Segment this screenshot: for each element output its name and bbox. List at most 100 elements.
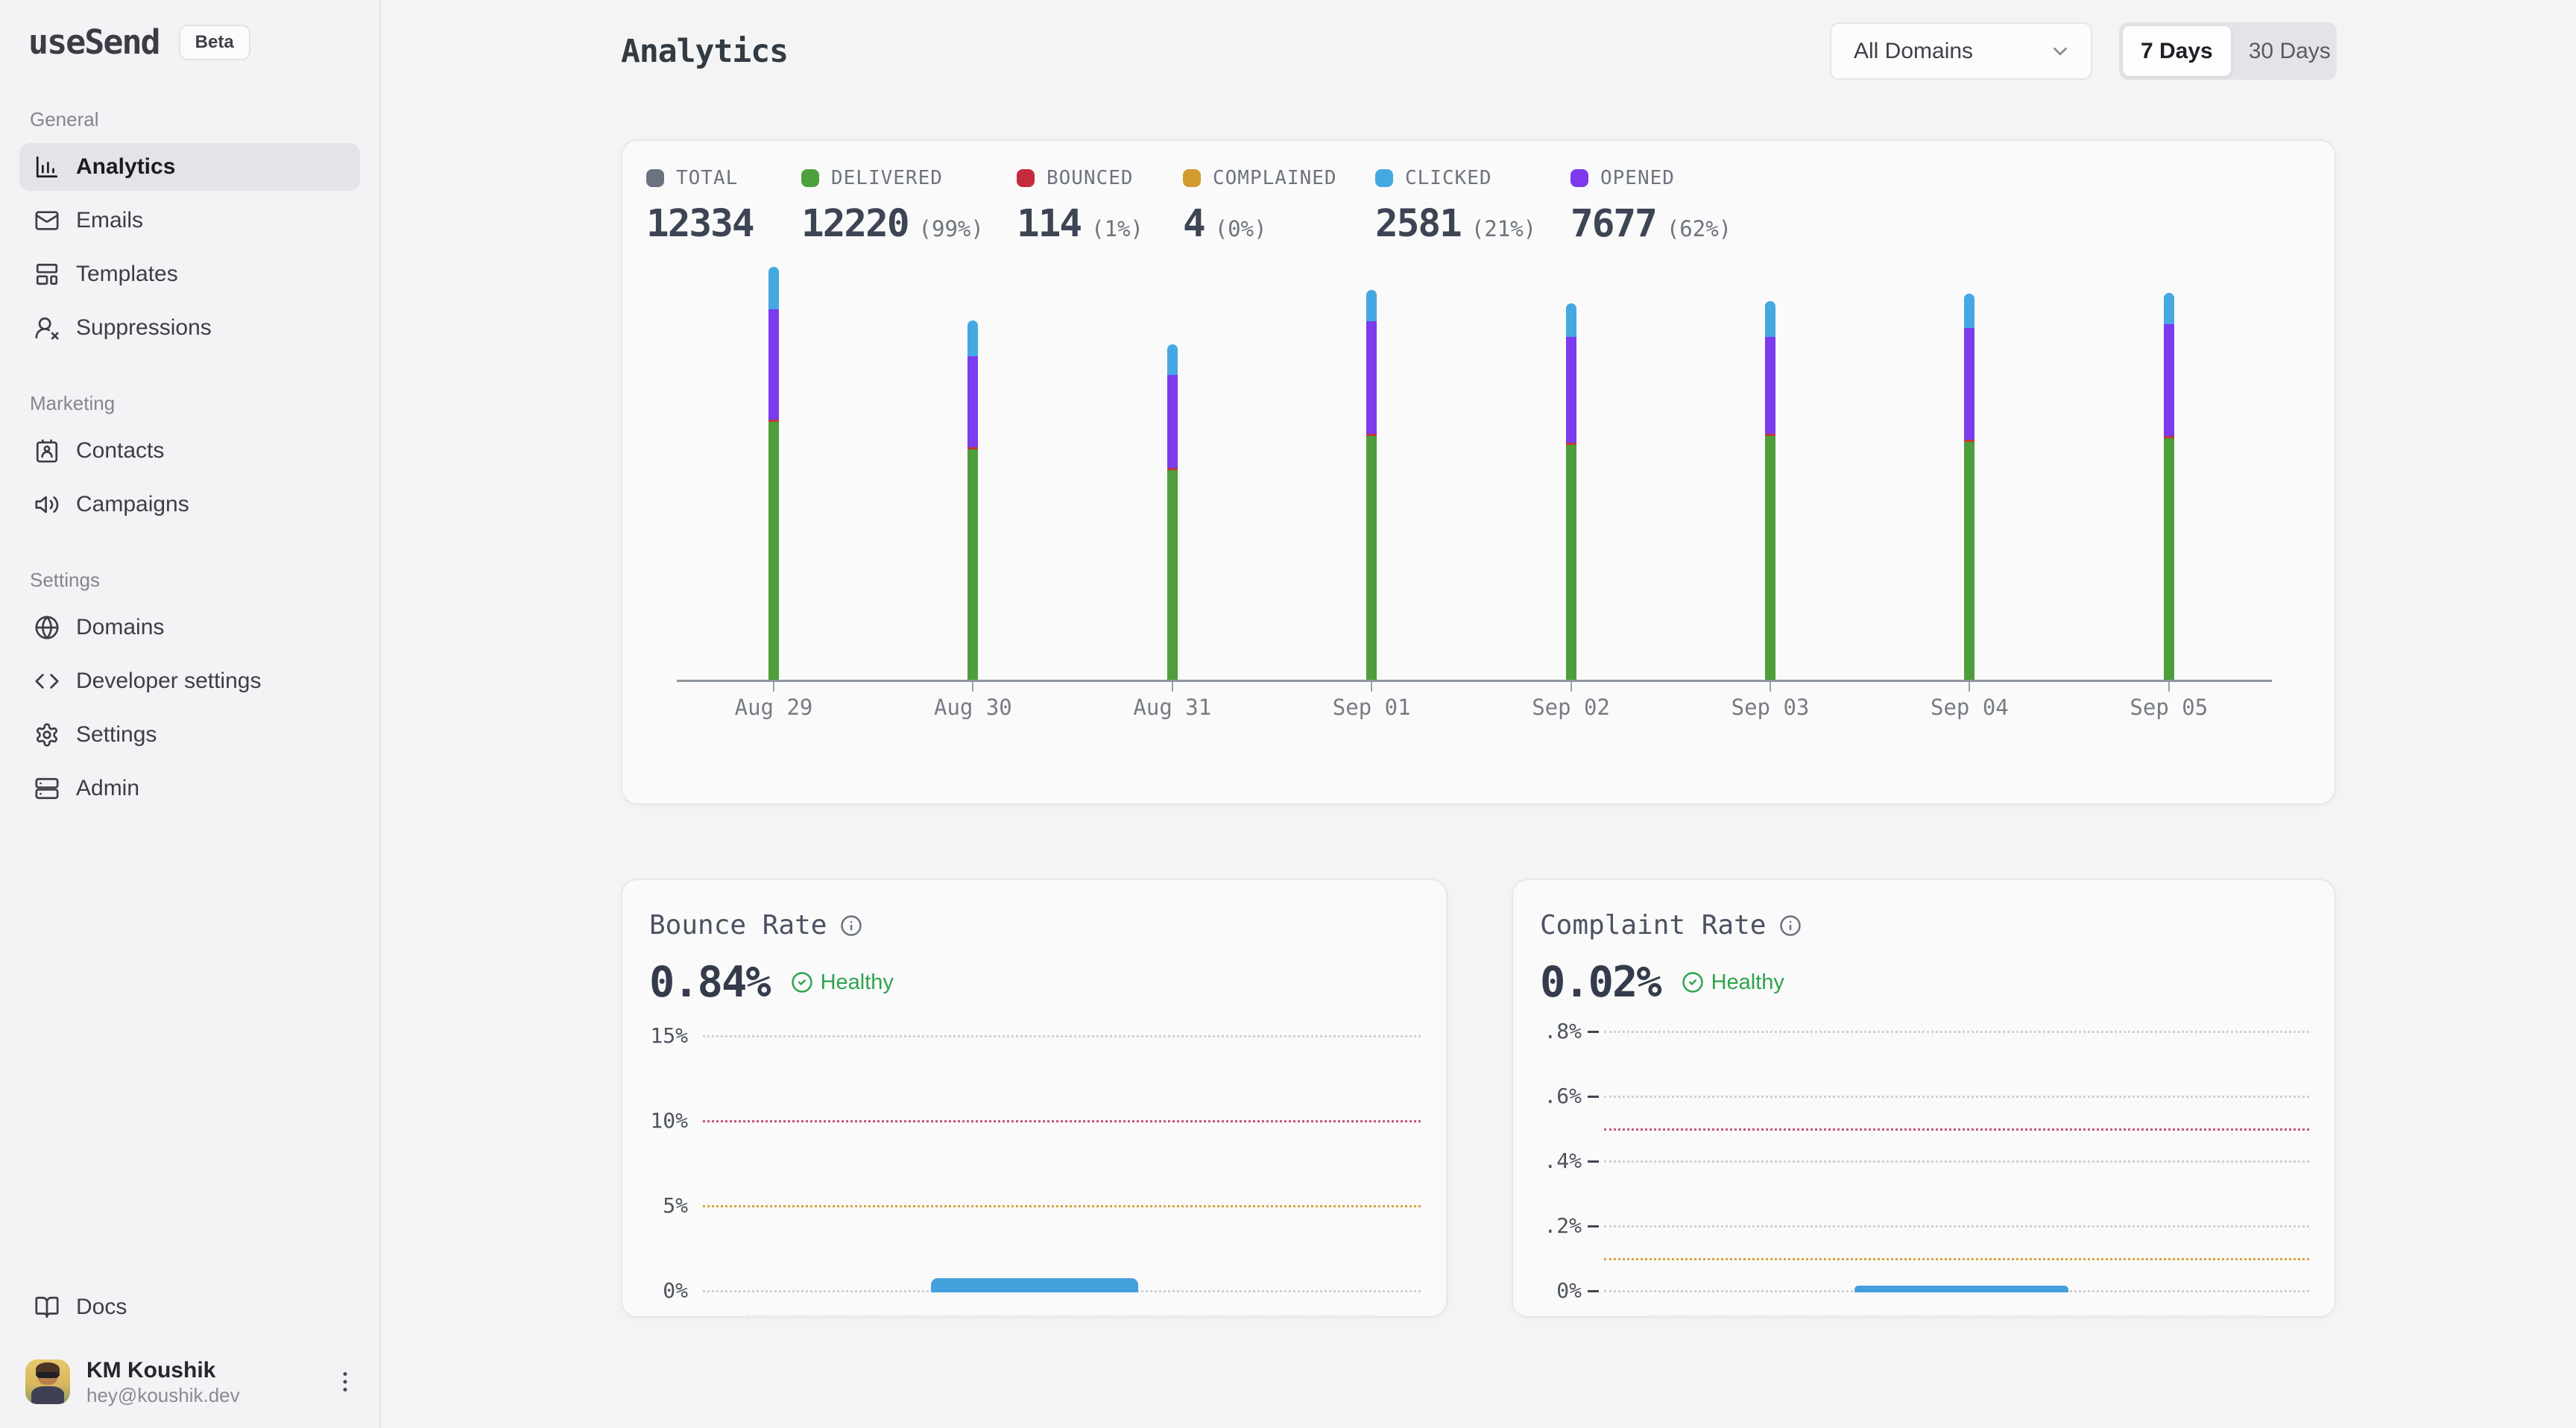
range-button-7-days[interactable]: 7 Days — [2123, 26, 2231, 76]
sidebar-item-settings[interactable]: Settings — [19, 711, 360, 759]
grid-line-faint — [748, 1315, 1376, 1317]
chevron-down-icon — [2049, 40, 2071, 63]
stat-value: 12334 — [646, 202, 755, 246]
x-axis-label: Sep 02 — [1532, 695, 1610, 720]
sidebar-section-label: Settings — [30, 569, 100, 591]
sidebar-item-emails[interactable]: Emails — [19, 197, 360, 244]
sidebar-item-label: Admin — [76, 776, 140, 800]
sidebar-section-label: General — [30, 108, 99, 130]
threshold-line — [1604, 1128, 2309, 1131]
grid-line-faint — [1649, 1315, 2264, 1317]
contact-card-icon — [34, 438, 60, 464]
rate-bar — [1854, 1286, 2069, 1292]
stat-value: 12220 — [801, 202, 910, 246]
bar-segment-delivered — [1366, 436, 1377, 680]
sidebar-item-contacts[interactable]: Contacts — [19, 427, 360, 475]
y-axis-label: 0% — [663, 1278, 688, 1303]
sidebar-item-campaigns[interactable]: Campaigns — [19, 481, 360, 528]
grid-line — [703, 1035, 1421, 1037]
x-axis-label: Sep 01 — [1332, 695, 1411, 720]
axis-tick — [1969, 682, 1971, 692]
avatar — [25, 1359, 70, 1404]
stat-value: 2581 — [1375, 202, 1462, 246]
axis-tick — [2168, 682, 2170, 692]
sidebar-item-suppressions[interactable]: Suppressions — [19, 304, 360, 352]
stat-total: TOTAL 12334 — [646, 166, 755, 246]
bar-segment-bounced — [1765, 434, 1775, 436]
info-icon[interactable] — [1779, 914, 1802, 937]
bounce-rate-value: 0.84% — [649, 958, 771, 1007]
bar-segment-delivered — [1765, 436, 1775, 680]
layout-template-icon — [34, 262, 60, 287]
grid-line — [1604, 1160, 2309, 1163]
sidebar-item-docs[interactable]: Docs — [19, 1283, 360, 1331]
user-profile[interactable]: KM Koushik hey@koushik.dev — [19, 1356, 360, 1408]
complaint-status-text: Healthy — [1711, 970, 1784, 994]
bar-segment-bounced — [2163, 436, 2174, 438]
y-axis-tick — [1588, 1225, 1599, 1228]
complaint-rate-title: Complaint Rate — [1540, 910, 1767, 941]
rate-bar — [931, 1278, 1138, 1292]
bar-segment-clicked — [1366, 290, 1377, 321]
sidebar-item-domains[interactable]: Domains — [19, 604, 360, 651]
y-axis-tick — [1588, 1290, 1599, 1292]
docs-label: Docs — [76, 1294, 127, 1319]
axis-tick — [773, 682, 774, 692]
bar-segment-delivered — [967, 449, 979, 680]
bar-segment-clicked — [1167, 344, 1178, 375]
bar-segment-opened — [768, 309, 779, 420]
sidebar-item-label: Emails — [76, 208, 144, 233]
stat-dot — [646, 169, 664, 187]
sidebar-item-analytics[interactable]: Analytics — [19, 143, 360, 191]
user-x-icon — [34, 315, 60, 341]
domain-filter-select[interactable]: All Domains — [1830, 22, 2092, 80]
code-icon — [34, 669, 60, 694]
bar-segment-delivered — [2163, 438, 2174, 680]
bounce-status-badge: Healthy — [791, 970, 894, 995]
sidebar-item-label: Campaigns — [76, 492, 189, 516]
x-axis-label: Aug 31 — [1133, 695, 1212, 720]
bar-segment-opened — [1765, 337, 1775, 434]
x-axis-label: Aug 29 — [734, 695, 813, 720]
stat-complained: COMPLAINED 4 (0%) — [1183, 166, 1337, 246]
stat-percent: (0%) — [1214, 216, 1267, 241]
complaint-rate-value: 0.02% — [1540, 958, 1662, 1007]
y-axis-label: .6% — [1544, 1084, 1582, 1108]
grid-line — [1604, 1096, 2309, 1098]
bar-segment-clicked — [1565, 303, 1576, 337]
bar-segment-clicked — [2163, 293, 2174, 324]
y-axis-tick — [1588, 1031, 1599, 1033]
sidebar-item-label: Settings — [76, 722, 157, 747]
bar-segment-bounced — [1167, 468, 1178, 470]
bar-segment-clicked — [1765, 301, 1775, 337]
stat-value: 4 — [1183, 202, 1206, 246]
bar-segment-delivered — [1167, 470, 1178, 680]
sidebar-section-label: Marketing — [30, 392, 116, 414]
range-button-30-days[interactable]: 30 Days — [2248, 38, 2331, 63]
y-axis-label: 15% — [650, 1023, 688, 1048]
stat-dot — [801, 169, 819, 187]
sidebar-item-developer-settings[interactable]: Developer settings — [19, 657, 360, 705]
beta-badge: Beta — [178, 24, 250, 60]
sidebar-item-admin[interactable]: Admin — [19, 765, 360, 812]
axis-tick — [1171, 682, 1173, 692]
sidebar-item-templates[interactable]: Templates — [19, 250, 360, 298]
sidebar-item-label: Developer settings — [76, 669, 262, 693]
stat-bounced: BOUNCED 114 (1%) — [1017, 166, 1143, 246]
info-icon[interactable] — [840, 914, 862, 937]
kebab-menu-icon[interactable] — [332, 1368, 359, 1395]
y-axis-tick — [1588, 1096, 1599, 1098]
check-circle-icon — [1682, 971, 1704, 993]
stat-label: DELIVERED — [831, 167, 943, 189]
megaphone-icon — [34, 492, 60, 517]
stat-percent: (1%) — [1091, 216, 1143, 241]
bar-chart-icon — [34, 154, 60, 180]
stat-dot — [1183, 169, 1201, 187]
stat-label: COMPLAINED — [1213, 167, 1337, 189]
sidebar-bottom: Docs KM Koushik hey@koushik.dev — [19, 1283, 360, 1408]
globe-icon — [34, 615, 60, 640]
grid-line — [1604, 1225, 2309, 1228]
bar-segment-clicked — [967, 320, 979, 356]
y-axis-label: 10% — [650, 1108, 688, 1133]
grid-line — [1604, 1031, 2309, 1033]
